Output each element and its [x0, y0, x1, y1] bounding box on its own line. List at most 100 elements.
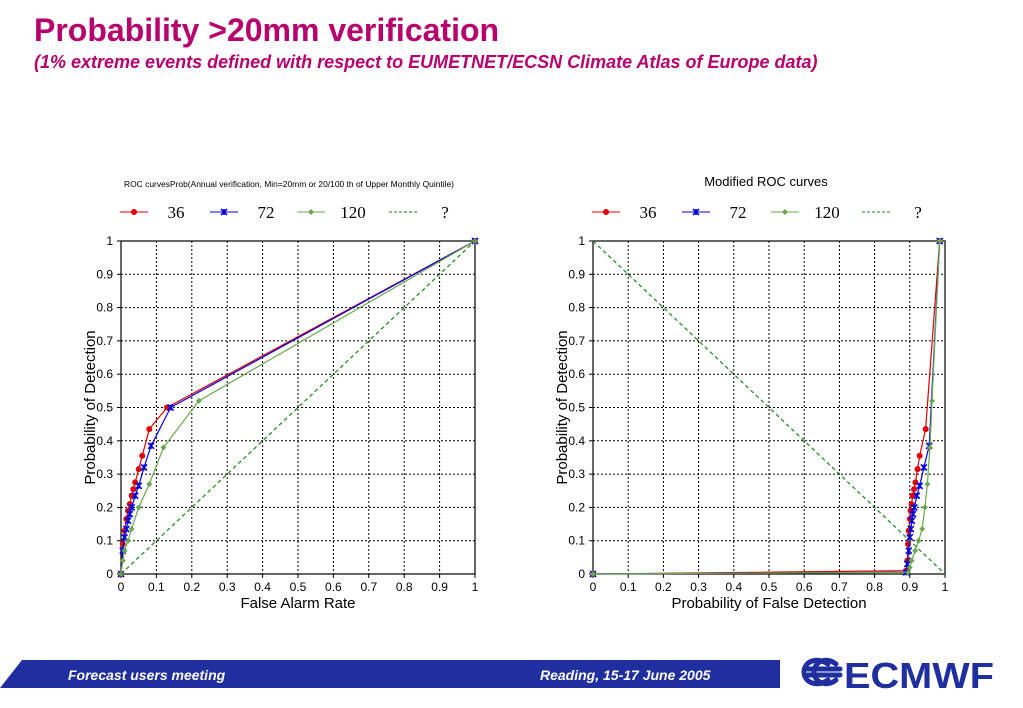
right-series-2-point-0 — [590, 571, 596, 577]
left-ytick-label-1: 0.1 — [96, 534, 113, 548]
right-series-2-point-6 — [919, 526, 926, 533]
right-legend-item-0: 36 — [592, 203, 657, 222]
left-ytick-label-4: 0.4 — [96, 434, 113, 448]
left-series-0-point-7 — [130, 486, 137, 493]
left-legend-marker-0 — [131, 209, 137, 215]
right-y-axis-label: Probability of Detection — [554, 330, 571, 484]
right-series-0-point-8 — [909, 492, 916, 499]
right-legend-label-0: 36 — [640, 203, 657, 222]
left-series-2-point-2 — [121, 547, 128, 554]
left-series-2-point-4 — [128, 526, 135, 533]
right-xtick-label-1: 0.1 — [620, 580, 637, 594]
left-xtick-label-3: 0.3 — [219, 580, 236, 594]
left-xtick-label-6: 0.6 — [325, 580, 342, 594]
right-ytick-label-2: 0.2 — [568, 500, 585, 514]
right-series-2-point-9 — [926, 444, 933, 451]
left-legend-label-3: ? — [441, 203, 449, 222]
right-series-2-point-2 — [906, 564, 913, 571]
left-series-1-point-9 — [140, 463, 148, 472]
right-xtick-label-4: 0.4 — [725, 580, 742, 594]
right-series-1-point-8 — [910, 503, 918, 511]
left-legend-label-1: 72 — [258, 203, 275, 222]
slide-title: Probability >20mm verification — [34, 12, 500, 48]
right-legend-label-1: 72 — [730, 203, 747, 222]
right-xtick-label-6: 0.6 — [796, 580, 813, 594]
right-series-2-point-8 — [924, 481, 931, 488]
left-series-1-point-10 — [147, 442, 155, 450]
left-ytick-label-8: 0.8 — [96, 301, 113, 315]
left-legend-label-0: 36 — [168, 203, 185, 222]
right-ytick-label-4: 0.4 — [568, 434, 585, 448]
left-xtick-label-2: 0.2 — [183, 580, 200, 594]
right-series-1-point-6 — [908, 517, 916, 525]
right-legend-marker-1 — [692, 208, 700, 216]
left-legend-item-0: 36 — [120, 203, 185, 222]
left-series-1-point-3 — [122, 525, 130, 533]
left-legend-item-2: 120 — [297, 203, 366, 222]
left-xtick-label-8: 0.8 — [396, 580, 413, 594]
left-xtick-label-4: 0.4 — [254, 580, 271, 594]
left-ytick-label-3: 0.3 — [96, 467, 113, 481]
left-series-0-point-10 — [139, 452, 146, 459]
left-legend-item-3: ? — [389, 203, 449, 222]
left-plot-frame — [120, 240, 476, 575]
right-series-2-point-11 — [936, 238, 943, 244]
right-series-2-point-5 — [915, 537, 922, 544]
right-series-1-point-7 — [909, 510, 917, 518]
left-x-axis-label: False Alarm Rate — [240, 595, 355, 612]
right-chart-title: Modified ROC curves — [704, 174, 828, 189]
right-series-0-point-12 — [916, 452, 923, 459]
right-legend-label-3: ? — [914, 203, 922, 222]
left-chart-title: ROC curvesProb(Annual verification, Min=… — [124, 180, 454, 189]
right-legend-marker-0 — [603, 209, 609, 215]
right-ytick-label-6: 0.6 — [568, 367, 585, 381]
left-series-1-point-7 — [131, 492, 139, 500]
right-legend-item-2: 120 — [771, 203, 840, 222]
left-legend-item-1: 72 — [210, 203, 275, 222]
left-legend-marker-2 — [308, 209, 314, 215]
right-legend-item-1: 72 — [682, 203, 747, 222]
svg-text:ECMWF: ECMWF — [844, 655, 994, 695]
footer-bar — [0, 660, 780, 688]
right-series-2-point-7 — [921, 504, 928, 511]
right-xtick-label-0: 0 — [590, 580, 597, 594]
left-series-0-point-9 — [135, 466, 142, 473]
right-xtick-label-5: 0.5 — [761, 580, 778, 594]
right-series-0-point-13 — [922, 426, 929, 433]
right-ytick-label-8: 0.8 — [568, 301, 585, 315]
left-series-2-point-7 — [160, 444, 167, 451]
right-series-1-point-9 — [913, 492, 921, 500]
left-series-1-point-8 — [135, 482, 143, 490]
right-ytick-label-9: 0.9 — [568, 267, 585, 281]
slide-subtitle: (1% extreme events defined with respect … — [34, 52, 818, 72]
right-series-0-point-11 — [914, 466, 921, 473]
right-legend-marker-2 — [782, 209, 788, 215]
right-series-1-point-10 — [916, 482, 924, 490]
right-series-2-point-10 — [928, 397, 935, 404]
left-series-1-point-11 — [166, 403, 175, 412]
left-series-2-point-3 — [125, 537, 132, 544]
left-ytick-label-9: 0.9 — [96, 267, 113, 281]
right-xtick-label-9: 0.9 — [901, 580, 918, 594]
right-series-0-point-3 — [905, 541, 912, 548]
left-xtick-label-9: 0.9 — [431, 580, 448, 594]
left-ytick-label-6: 0.6 — [96, 367, 113, 381]
left-ytick-label-0: 0 — [106, 567, 113, 581]
left-xtick-label-10: 1 — [472, 580, 479, 594]
right-series-2-point-4 — [912, 547, 919, 554]
right-plot-frame — [592, 240, 946, 575]
left-series-2-point-6 — [146, 481, 153, 488]
left-legend-label-2: 120 — [340, 203, 366, 222]
left-xtick-label-1: 0.1 — [148, 580, 165, 594]
left-series-2-point-5 — [135, 504, 142, 511]
right-ytick-label-1: 0.1 — [568, 534, 585, 548]
right-ytick-label-5: 0.5 — [568, 401, 585, 415]
right-ytick-label-7: 0.7 — [568, 334, 585, 348]
right-series-0-point-9 — [911, 486, 918, 493]
right-xtick-label-3: 0.3 — [690, 580, 707, 594]
right-series-1-point-5 — [907, 525, 915, 533]
right-xtick-label-7: 0.7 — [831, 580, 848, 594]
left-series-0-point-11 — [146, 426, 153, 433]
left-xtick-label-7: 0.7 — [360, 580, 377, 594]
left-legend-marker-1 — [220, 208, 228, 216]
